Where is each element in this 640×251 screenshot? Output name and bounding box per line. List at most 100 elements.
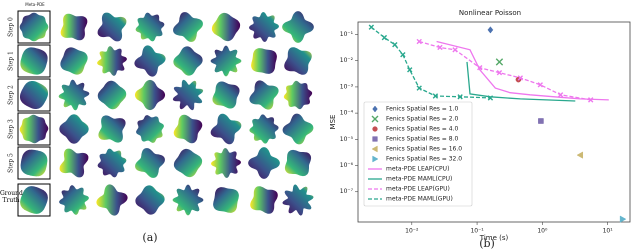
solution-image [172,79,204,111]
solution-image [59,114,89,144]
marker [477,65,483,71]
legend-label: Fenics Spatial Res = 2.0 [386,116,458,123]
marker [557,92,564,98]
marker [452,47,458,53]
solution-image [250,186,278,214]
y-axis-label: MSE [329,115,337,130]
marker [392,41,398,48]
legend-label: Fenics Spatial Res = 8.0 [386,136,458,143]
solution-image [20,81,48,109]
solution-image [19,12,49,42]
marker [537,82,543,88]
marker [487,95,494,101]
marker [368,24,375,30]
x-tick-label: 10¹ [603,228,614,235]
marker [371,145,378,153]
row-label: Step 1 [8,51,15,71]
legend-box [363,101,473,207]
solution-image [19,114,49,144]
chart-caption: (b) [479,237,495,250]
legend-label: meta-PDE LEAP(GPU) [386,186,450,193]
solution-image [211,148,241,178]
chart: Nonlinear Poisson Time (s) MSE (b) 10⁻² 1… [329,9,631,250]
solution-image [59,185,89,215]
legend-label: Fenics Spatial Res = 16.0 [386,146,462,153]
x-axis-label: Time (s) [479,234,509,242]
x-tick-label: 10⁰ [537,228,548,235]
marker [538,118,544,124]
solution-image [283,80,313,110]
x-tick-label: 10⁻¹ [470,228,484,235]
solution-image [97,12,127,42]
solution-image [251,48,277,74]
solution-image [172,184,204,216]
row-label: Step 0 [8,17,15,37]
legend-label: Fenics Spatial Res = 1.0 [386,106,458,113]
solution-image [249,12,279,42]
solution-image [96,184,128,216]
y-tick-label: 10⁻³ [340,83,354,90]
solution-image [97,80,127,110]
marker [517,75,524,81]
solution-image [97,148,127,178]
marker [576,151,584,159]
solution-image [135,12,165,42]
solution-image [98,115,126,143]
chart-title: Nonlinear Poisson [459,9,521,17]
marker [372,136,378,142]
row-label: Step 2 [8,85,15,105]
row-label: Step 3 [8,119,15,139]
marker [407,67,413,73]
legend-label: meta-PDE LEAP(CPU) [386,166,449,173]
solution-image [173,12,203,42]
marker [381,34,388,41]
image-frame [17,10,51,44]
y-tick-label: 10⁻¹ [340,31,354,38]
solution-image [213,187,239,213]
solution-image [173,148,203,178]
y-tick-label: 10⁻² [340,57,354,64]
solution-image [249,114,279,144]
legend-label: Fenics Spatial Res = 32.0 [386,156,462,163]
marker [416,85,422,91]
solution-image [284,149,312,177]
legend: Fenics Spatial Res = 1.0 Fenics Spatial R… [363,101,473,207]
solution-image [135,185,165,215]
marker [372,155,379,163]
solution-image [282,11,314,43]
solution-image [60,47,88,75]
solution-image [136,115,164,143]
solution-image [173,114,203,144]
marker [587,97,594,103]
y-tick-label: 10⁻⁴ [340,110,354,117]
image-frame [17,78,51,112]
y-tick-label: 10⁻⁵ [340,136,354,143]
solution-image [20,186,48,214]
solution-image [211,12,241,42]
solution-image [134,79,166,111]
row-label: Ground Truth [0,190,23,204]
solution-image [134,45,166,77]
solution-image [248,147,280,179]
solution-image [20,47,48,75]
solution-image [282,184,314,216]
image-frame [17,146,51,180]
series-line [436,40,609,101]
marker [495,58,504,66]
marker [496,69,503,76]
image-frame [17,112,51,146]
panel-a-grid [17,10,314,217]
solution-image [135,148,165,178]
marker [437,44,443,51]
solution-image [210,113,242,145]
solution-image [284,47,312,75]
solution-image [58,79,90,111]
series-line [370,26,491,99]
legend-label: meta-PDE MAML(GPU) [386,196,453,203]
marker [457,94,463,100]
solution-image [210,45,242,77]
image-frame [17,44,51,78]
solution-image [97,46,127,76]
